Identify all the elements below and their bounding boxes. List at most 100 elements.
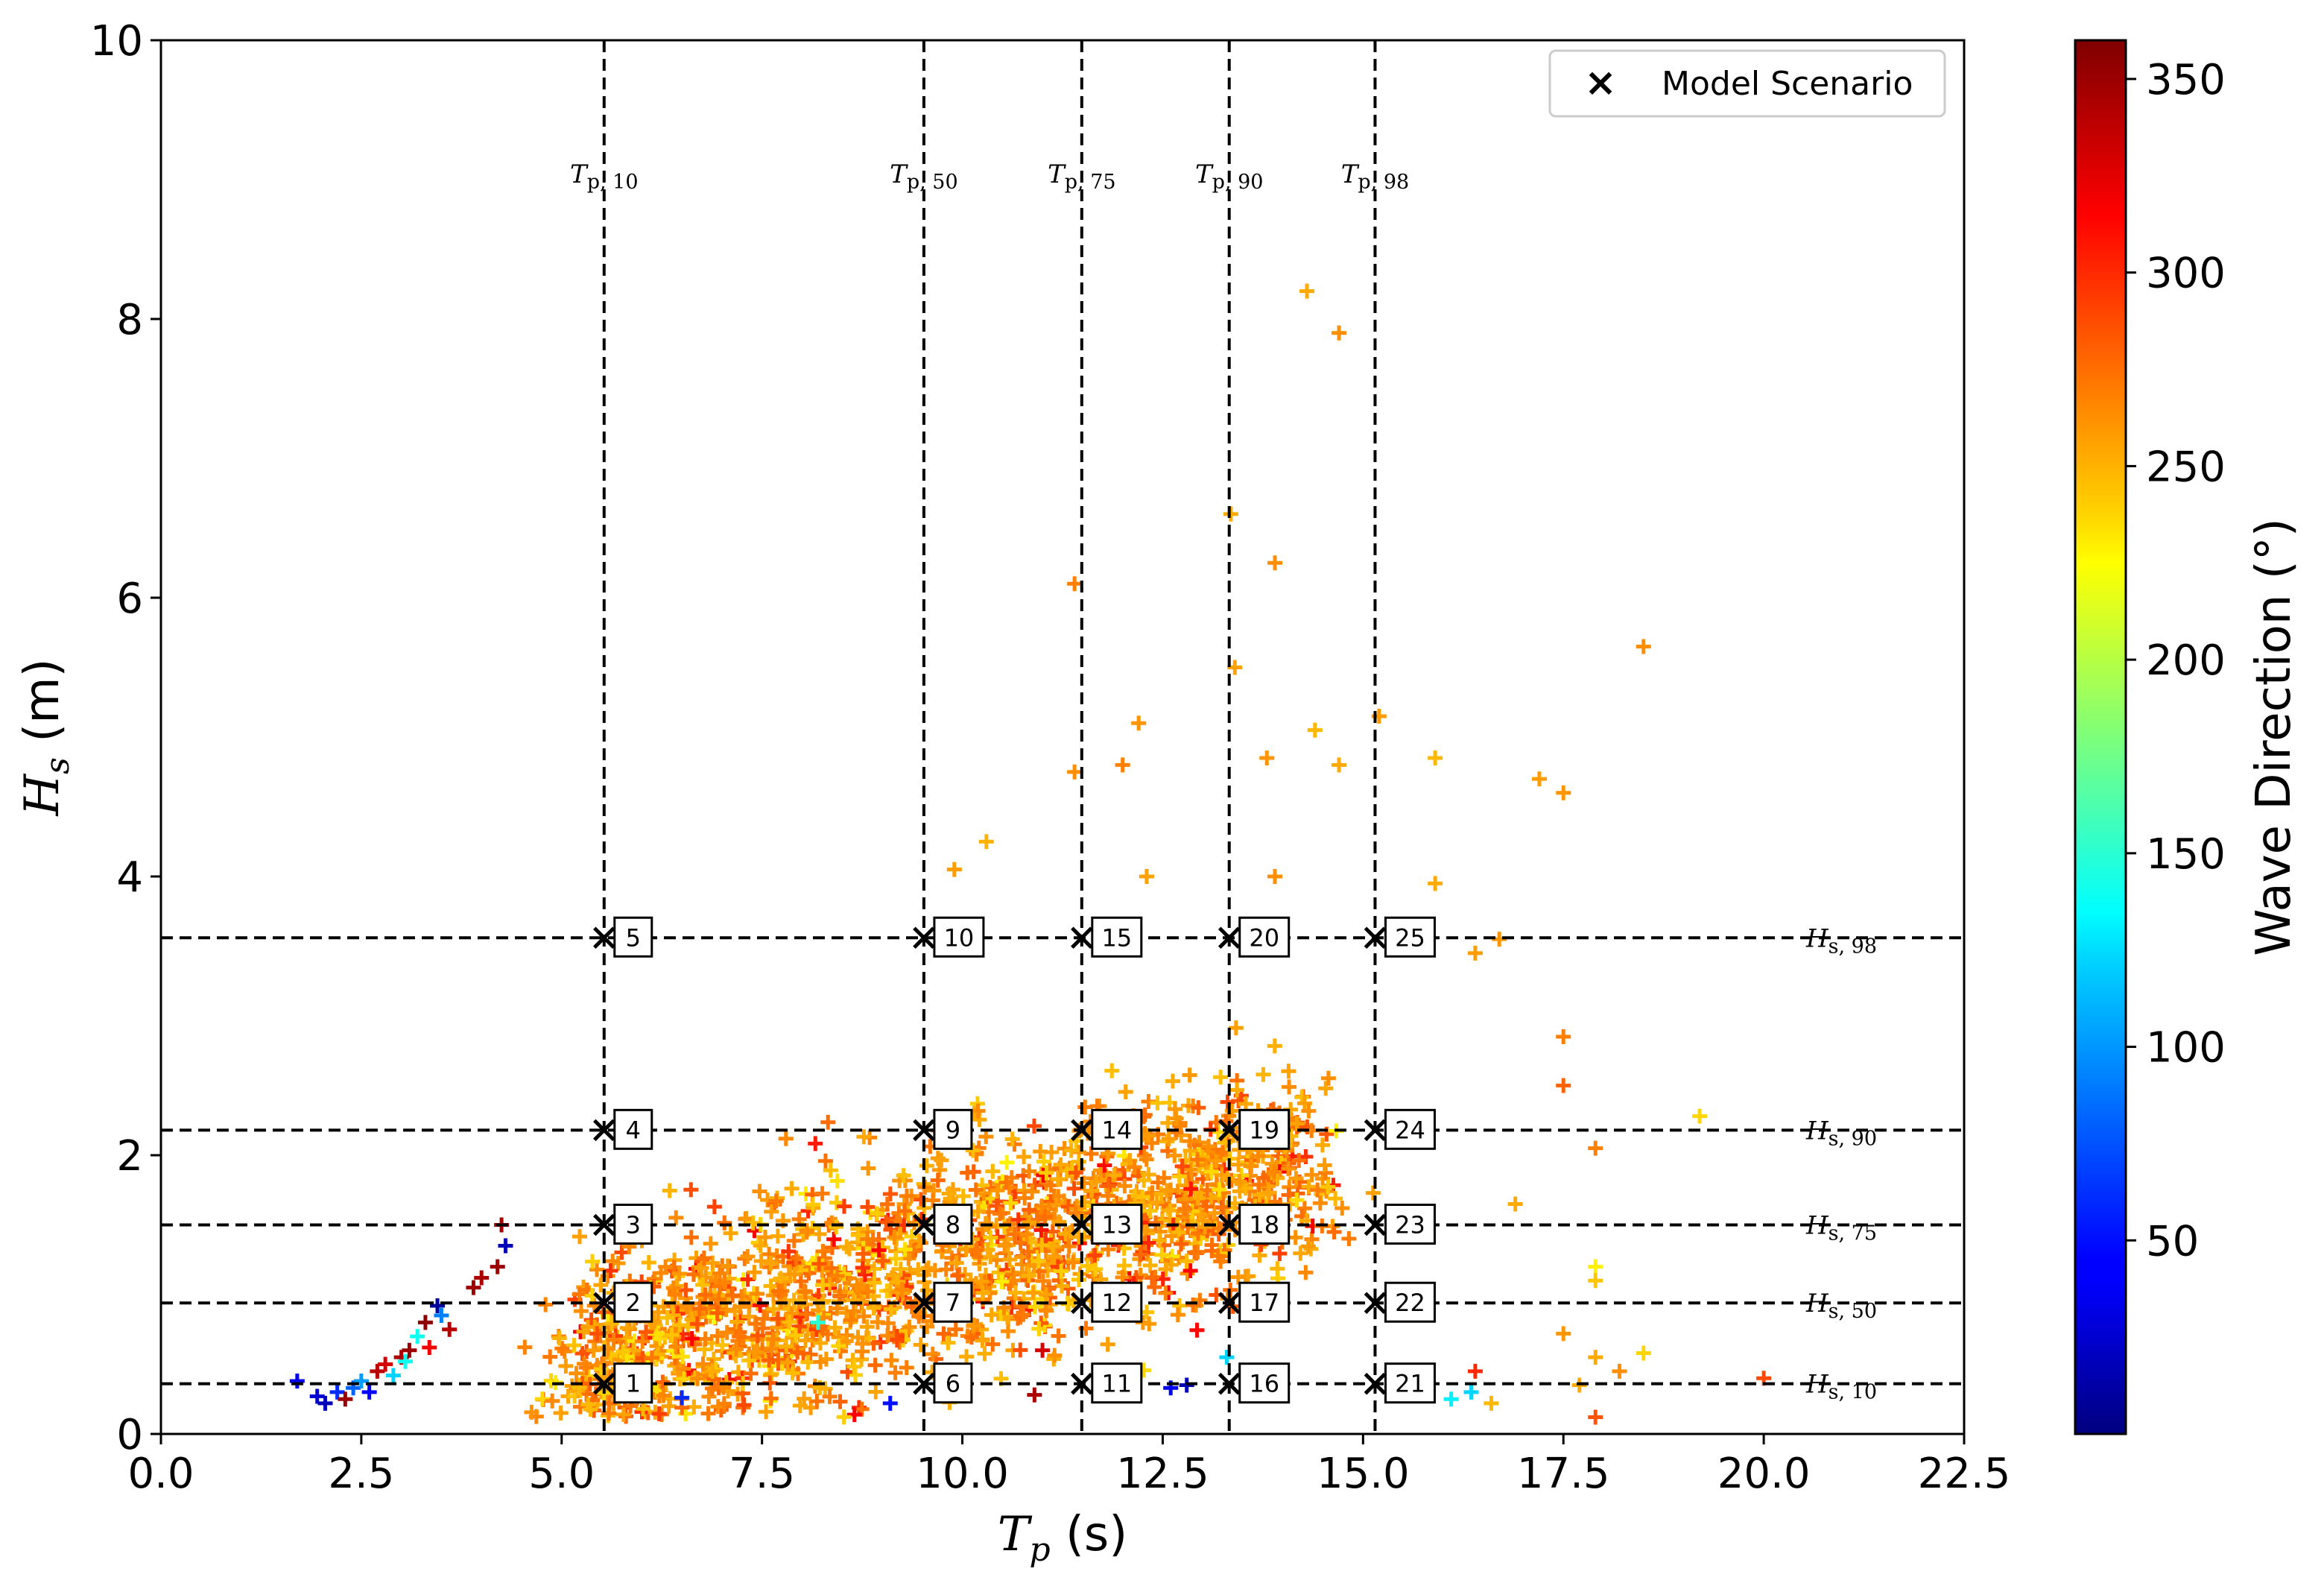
observation-point <box>1039 1165 1054 1181</box>
observation-point <box>1165 1073 1180 1089</box>
observation-point <box>1071 1229 1086 1245</box>
observation-point <box>1296 1201 1312 1216</box>
observation-point <box>823 1163 838 1178</box>
observation-point <box>875 1253 890 1269</box>
observation-point <box>1467 1363 1483 1379</box>
observation-point <box>762 1353 777 1368</box>
x-tick-label: 0.0 <box>127 1450 194 1498</box>
observation-point <box>667 1287 683 1303</box>
observation-point <box>756 1311 771 1327</box>
observation-point <box>763 1391 779 1406</box>
observation-point <box>1320 1070 1336 1086</box>
observation-point <box>1144 1135 1159 1151</box>
observation-point <box>1080 1258 1095 1274</box>
scenario-label: 13 <box>1101 1211 1132 1239</box>
observation-point <box>966 1318 981 1334</box>
observation-point <box>1219 1350 1235 1365</box>
scenario-24: 24 <box>1364 1108 1436 1150</box>
observation-point <box>1296 1096 1312 1111</box>
observation-point <box>780 1355 796 1371</box>
scenario-label-box <box>613 1108 653 1150</box>
observation-point <box>1031 1321 1047 1336</box>
observation-point <box>846 1359 862 1374</box>
observation-point <box>1301 1179 1317 1195</box>
observation-point <box>977 1346 992 1362</box>
observation-point <box>557 1344 572 1359</box>
observation-point <box>1210 1124 1226 1140</box>
observation-point <box>1088 1261 1104 1277</box>
observation-point <box>1034 1198 1050 1214</box>
observation-point <box>861 1160 876 1176</box>
observation-point <box>1077 1195 1092 1210</box>
observation-point <box>997 1238 1013 1254</box>
scenario-label: 21 <box>1395 1370 1425 1398</box>
observation-point <box>1467 945 1483 961</box>
observation-point <box>1556 1326 1571 1342</box>
y-axis-title: Hs (m) <box>15 658 77 816</box>
scenario-label-box <box>1238 1281 1291 1323</box>
colorbar-tick-label: 350 <box>2146 56 2226 104</box>
observation-point <box>653 1265 669 1280</box>
observation-point <box>868 1384 884 1400</box>
observation-point <box>656 1388 671 1403</box>
observation-point <box>558 1358 574 1374</box>
observation-point <box>671 1266 687 1281</box>
observation-point <box>1238 1096 1254 1112</box>
observation-point <box>680 1298 695 1313</box>
scenario-25: 25 <box>1364 916 1436 958</box>
observation-point <box>736 1397 752 1413</box>
observation-point <box>705 1255 721 1271</box>
observation-point <box>1163 1257 1179 1273</box>
observation-point <box>1087 1248 1103 1263</box>
observation-point <box>764 1341 779 1356</box>
observation-point <box>1013 1235 1028 1251</box>
observation-point <box>1588 1259 1603 1274</box>
observation-point <box>1027 1387 1042 1403</box>
observation-point <box>1300 1239 1316 1254</box>
observation-point <box>370 1363 385 1379</box>
hs-percentile-label: Hs, 90 <box>1805 1116 1877 1150</box>
observation-point <box>1118 1084 1133 1100</box>
observation-point <box>655 1374 671 1390</box>
scenario-4: 4 <box>593 1108 653 1150</box>
scenario-marker <box>1071 1372 1093 1395</box>
observation-point <box>1293 1245 1308 1261</box>
observation-point <box>1027 1299 1042 1315</box>
scenario-label: 20 <box>1249 923 1279 952</box>
observation-point <box>686 1266 701 1282</box>
observation-point <box>639 1324 654 1340</box>
observation-point <box>1017 1190 1033 1206</box>
scenario-label-box <box>1384 1362 1436 1404</box>
observation-point <box>978 834 994 850</box>
observation-point <box>870 1206 885 1222</box>
observation-point <box>717 1215 732 1230</box>
observation-point <box>703 1236 718 1251</box>
observation-point <box>1013 1298 1029 1314</box>
observation-point <box>553 1405 569 1421</box>
observation-point <box>978 1129 994 1145</box>
observation-point <box>823 1260 839 1276</box>
observation-point <box>1180 1219 1196 1234</box>
observation-point <box>1282 1079 1297 1095</box>
observation-point <box>1154 1247 1170 1263</box>
observation-point <box>768 1193 784 1209</box>
observation-point <box>466 1280 481 1295</box>
observation-point <box>888 1251 904 1266</box>
observation-point <box>1556 1029 1571 1045</box>
observation-points <box>289 283 1772 1425</box>
observation-point <box>757 1229 773 1245</box>
observation-point <box>604 1315 619 1331</box>
x-axis-title: Tp (s) <box>998 1507 1127 1569</box>
y-axis-ticks: 0 2 4 6 8 10 <box>90 17 161 1459</box>
observation-point <box>810 1315 826 1330</box>
observation-point <box>635 1401 650 1417</box>
observation-point <box>799 1225 814 1240</box>
observation-point <box>1428 751 1443 766</box>
observation-point <box>490 1259 505 1274</box>
observation-point <box>992 1206 1007 1222</box>
observation-point <box>1152 1233 1168 1248</box>
observation-point <box>711 1292 726 1307</box>
observation-point <box>1104 1063 1120 1078</box>
observation-point <box>1307 722 1323 738</box>
observation-point <box>846 1304 861 1319</box>
